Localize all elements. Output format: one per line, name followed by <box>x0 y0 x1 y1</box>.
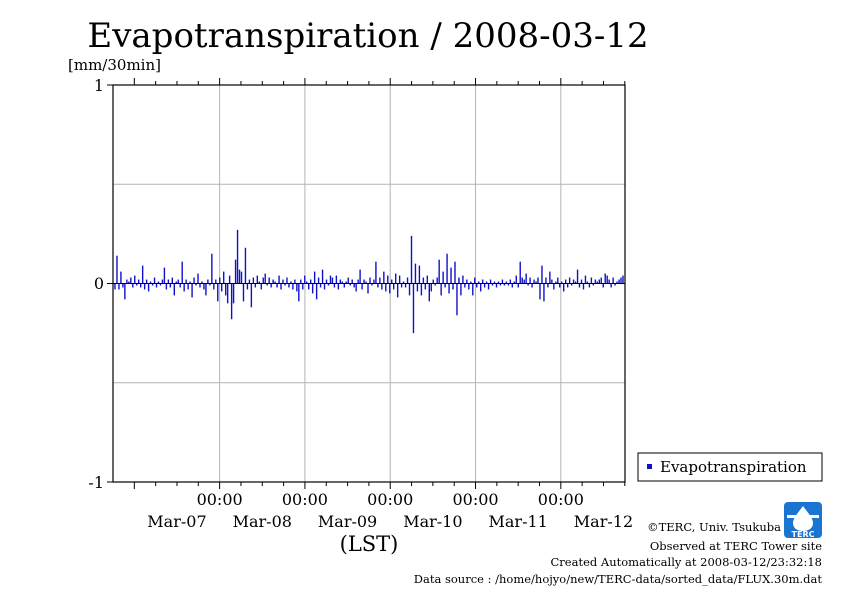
x-time-label: 00:00 <box>538 490 584 509</box>
x-date-label: Mar-09 <box>318 512 377 531</box>
x-tick-labels: 00:00 00:00 00:00 00:00 00:00 Mar-07 Mar-08 Mar… <box>147 490 633 531</box>
footer-source: Data source : /home/hojyo/new/TERC-data/… <box>414 572 823 586</box>
x-date-label: Mar-07 <box>147 512 206 531</box>
legend-label: Evapotranspiration <box>660 458 807 476</box>
x-time-label: 00:00 <box>367 490 413 509</box>
y-tick-label-zero: 0 <box>94 274 104 293</box>
plot-frame <box>107 78 626 489</box>
footer-observed: Observed at TERC Tower site <box>650 539 822 553</box>
x-date-label: Mar-08 <box>233 512 292 531</box>
y-unit-label: [mm/30min] <box>68 56 161 74</box>
x-time-label: 00:00 <box>282 490 328 509</box>
chart-title: Evapotranspiration / 2008-03-12 <box>87 16 648 56</box>
x-axis-label: (LST) <box>340 532 399 556</box>
legend-marker <box>647 464 652 469</box>
x-date-label: Mar-12 <box>574 512 633 531</box>
y-tick-label-top: 1 <box>94 76 104 95</box>
x-time-label: 00:00 <box>197 490 243 509</box>
footer-copyright: ©TERC, Univ. Tsukuba <box>647 520 781 534</box>
footer-created: Created Automatically at 2008-03-12/23:3… <box>551 555 823 569</box>
y-tick-label-bottom: -1 <box>88 473 104 492</box>
logo-text: TERC <box>792 530 815 539</box>
x-time-label: 00:00 <box>452 490 498 509</box>
x-date-label: Mar-11 <box>489 512 548 531</box>
series-bars <box>114 229 624 334</box>
legend: Evapotranspiration <box>637 452 823 482</box>
x-date-label: Mar-10 <box>403 512 462 531</box>
terc-logo-icon: TERC <box>784 502 822 539</box>
legend-box <box>637 452 823 482</box>
